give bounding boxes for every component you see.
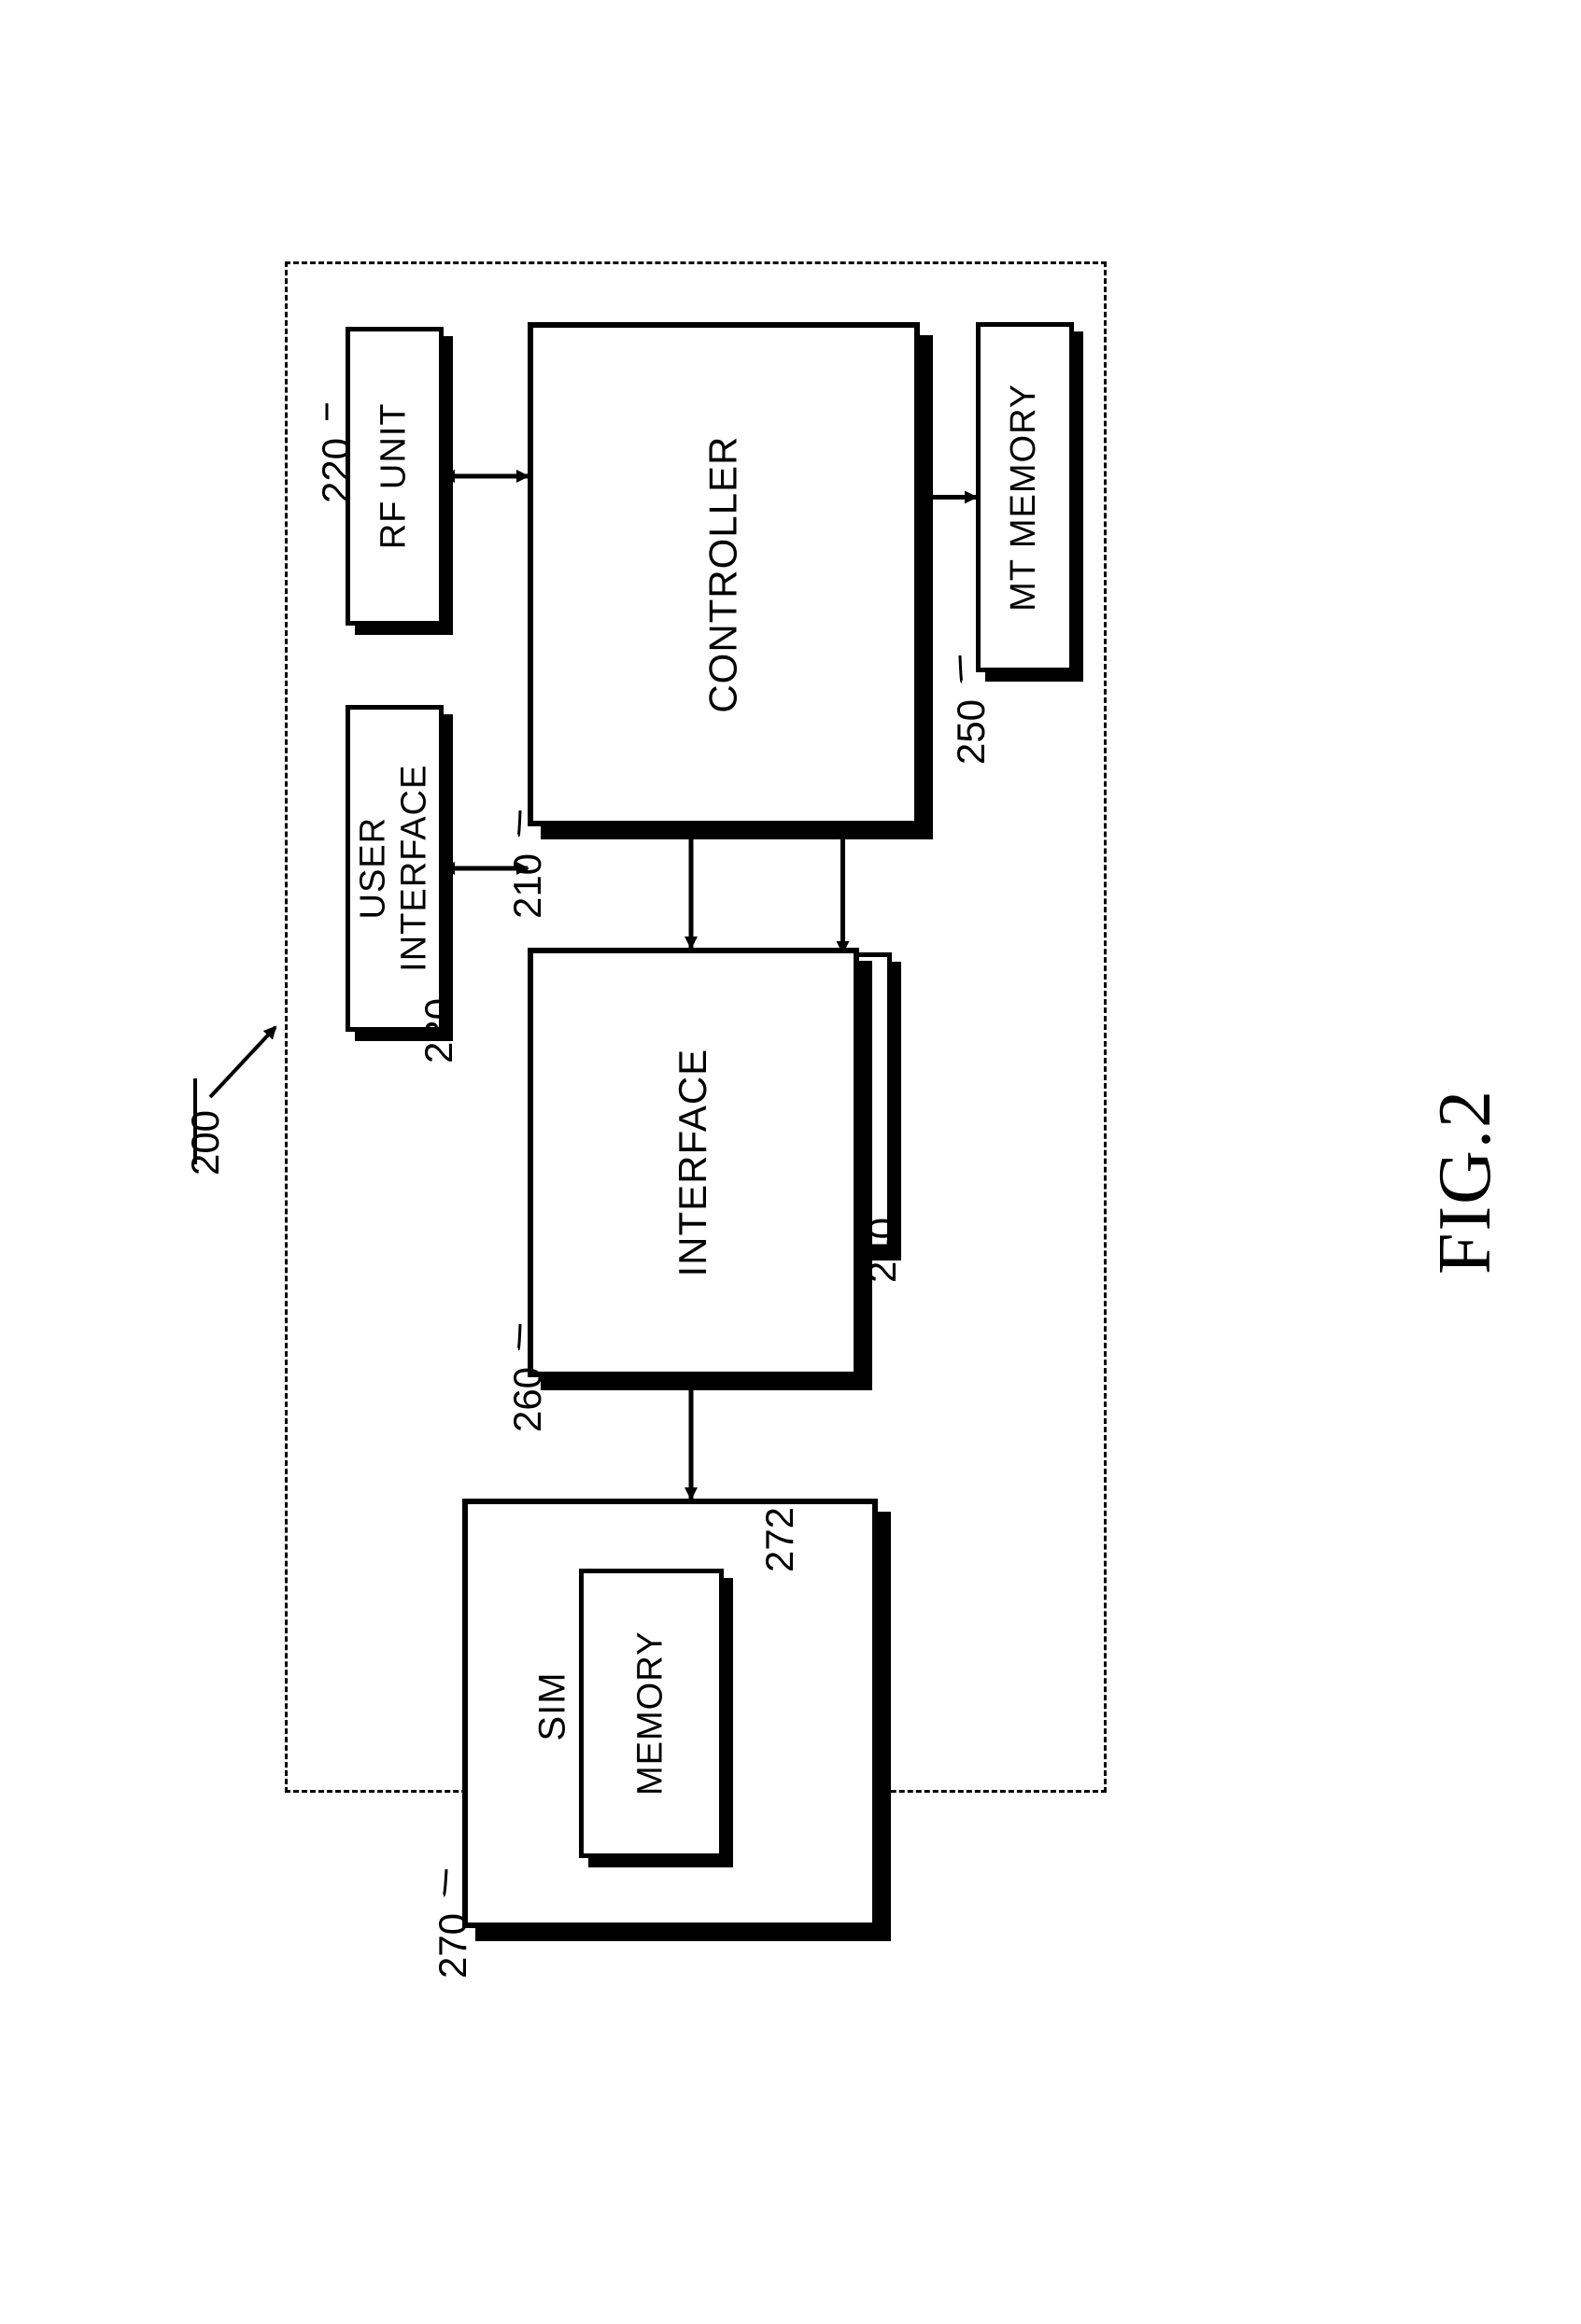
- mt_memory-ref: 250: [949, 699, 994, 765]
- sim_memory-block: MEMORY: [579, 1569, 724, 1858]
- controller-label: CONTROLLER: [701, 435, 746, 712]
- controller-block: CONTROLLER: [528, 322, 920, 826]
- user_interface-block: USERINTERFACE: [346, 705, 444, 1032]
- figure-label: FIG.2: [1423, 1089, 1508, 1275]
- system-ref-underline: [193, 1078, 197, 1164]
- user_interface-ref: 230: [416, 998, 461, 1063]
- rf_unit-block: RF UNIT: [346, 327, 444, 626]
- mt_memory-block: MT MEMORY: [976, 322, 1074, 672]
- sim_outer-leader: [444, 1869, 446, 1895]
- interface-label: INTERFACE: [671, 1049, 715, 1277]
- mt_memory-label: MT MEMORY: [1005, 383, 1046, 611]
- user_interface-label: USERINTERFACE: [354, 765, 435, 972]
- sim_memory-ref: 272: [757, 1507, 802, 1572]
- interface-ref: 260: [505, 1367, 550, 1432]
- sim_outer-ref: 270: [431, 1913, 475, 1979]
- system-ref-arrow: [210, 1027, 275, 1097]
- sim_memory-label: MEMORY: [631, 1631, 672, 1796]
- rf_unit-label: RF UNIT: [374, 403, 416, 550]
- diagram-canvas: RF UNIT220USERINTERFACE230CONTROLLER210D…: [0, 0, 1581, 2324]
- rf_unit-ref: 220: [314, 438, 359, 503]
- sim-label: SIM: [532, 1671, 574, 1740]
- controller-ref: 210: [505, 853, 550, 919]
- system-ref: 200: [183, 1110, 228, 1176]
- interface-block: INTERFACE: [528, 948, 859, 1377]
